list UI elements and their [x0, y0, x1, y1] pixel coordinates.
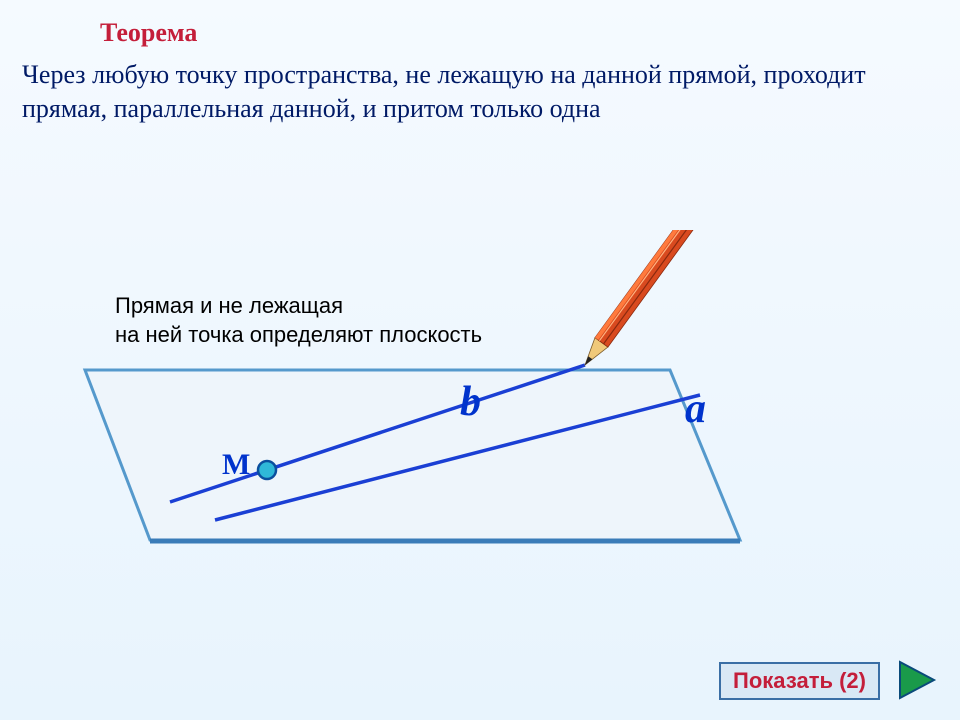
theorem-statement: Через любую точку пространства, не лежащ… — [22, 58, 938, 126]
next-arrow-button[interactable] — [894, 658, 942, 702]
plane — [85, 370, 740, 540]
theorem-title: Теорема — [100, 18, 197, 48]
point-m — [258, 461, 276, 479]
label-point-m: М — [222, 448, 250, 482]
show-button[interactable]: Показать (2) — [719, 662, 880, 700]
label-line-b: b — [460, 378, 481, 426]
pencil-icon — [579, 230, 711, 370]
label-line-a: a — [685, 385, 706, 433]
